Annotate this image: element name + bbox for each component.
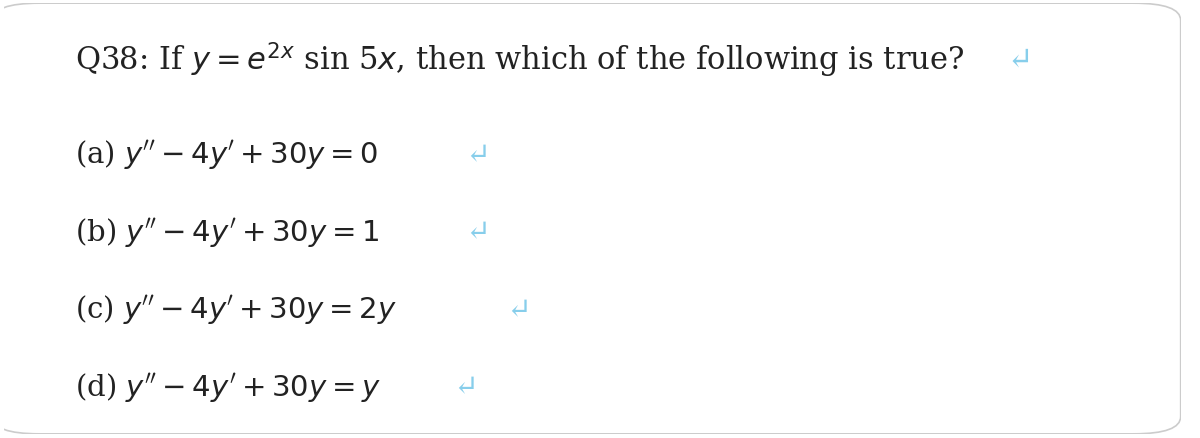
Text: ↵: ↵ xyxy=(457,218,491,246)
Text: ↵: ↵ xyxy=(457,141,491,169)
Text: ↵: ↵ xyxy=(498,295,532,323)
Text: ↵: ↵ xyxy=(445,373,479,400)
Text: ↵: ↵ xyxy=(998,45,1033,75)
Text: (a) $y'' - 4y' + 30y = 0$: (a) $y'' - 4y' + 30y = 0$ xyxy=(74,138,378,171)
Text: (d) $y'' - 4y' + 30y = y$: (d) $y'' - 4y' + 30y = y$ xyxy=(74,370,380,403)
Text: (b) $y'' - 4y' + 30y = 1$: (b) $y'' - 4y' + 30y = 1$ xyxy=(74,215,379,248)
FancyBboxPatch shape xyxy=(0,4,1181,434)
Text: Q38: If $y = e^{2x}$ sin 5$x$, then which of the following is true?: Q38: If $y = e^{2x}$ sin 5$x$, then whic… xyxy=(74,40,964,80)
Text: (c) $y'' - 4y' + 30y = 2y$: (c) $y'' - 4y' + 30y = 2y$ xyxy=(74,293,397,326)
